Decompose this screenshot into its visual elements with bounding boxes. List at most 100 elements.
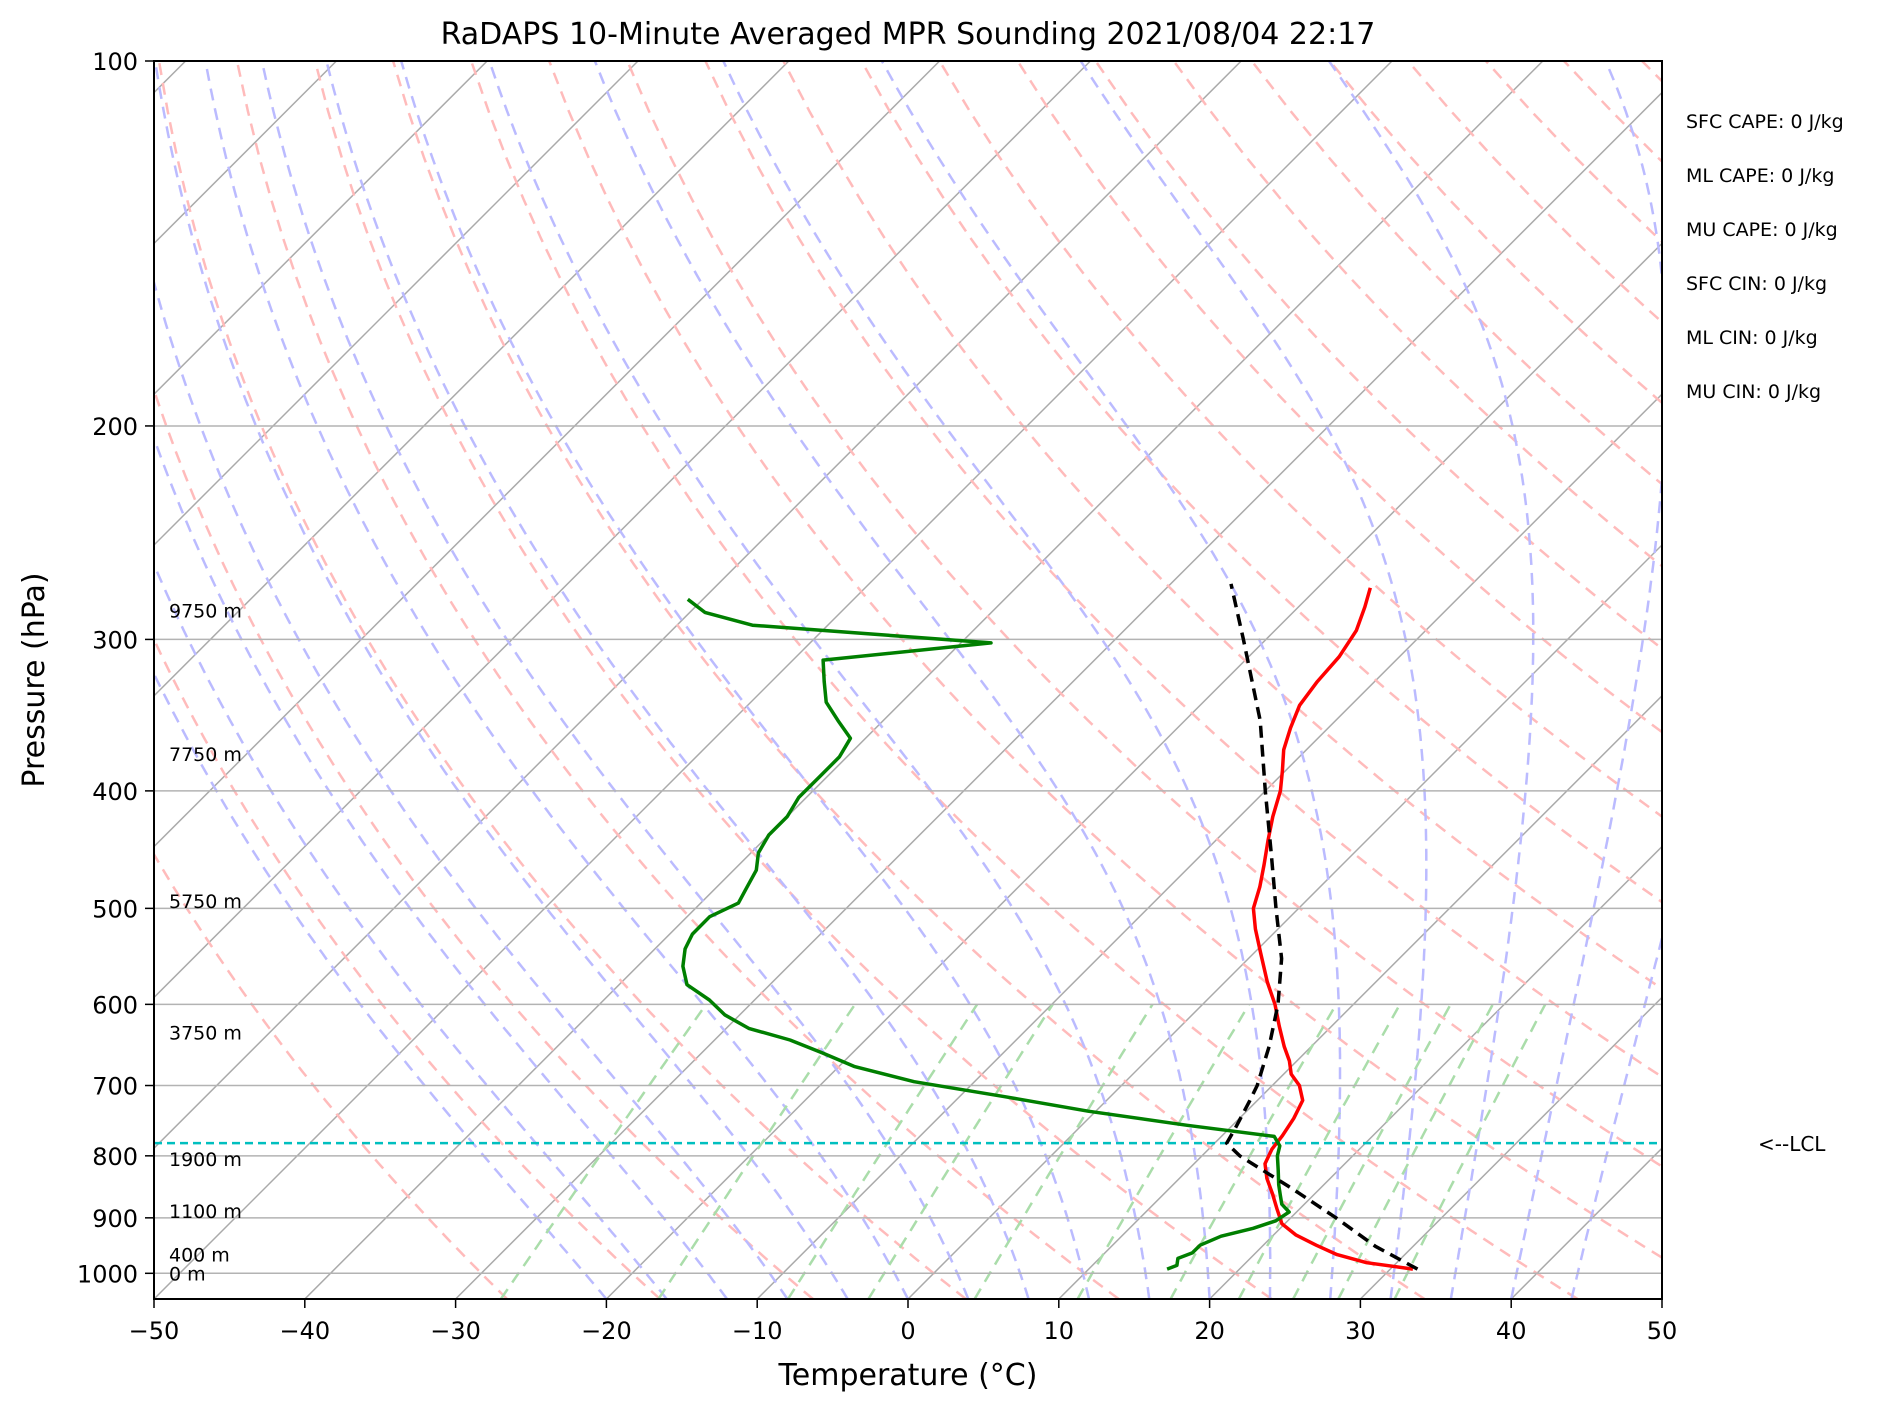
height-label: 7750 m — [169, 744, 242, 766]
dry-adiabat-line — [704, 61, 1662, 1079]
height-label: 9750 m — [169, 601, 242, 623]
isotherm-line — [605, 242, 1662, 1299]
x-tick-label: −20 — [581, 1317, 632, 1345]
dry-adiabat-line — [391, 61, 1426, 1299]
moist-adiabat-line — [880, 61, 1342, 1299]
moist-adiabat-line — [488, 61, 1151, 1299]
mixing-ratio-line — [786, 1003, 979, 1299]
stat-label: SFC CAPE: 0 J/kg — [1686, 111, 1844, 133]
x-tick-label: −30 — [430, 1317, 481, 1345]
mixing-ratio-line — [1169, 1003, 1338, 1299]
height-label: 5750 m — [169, 891, 242, 913]
dry-adiabat-line — [1016, 61, 1662, 734]
dry-adiabat-line — [470, 61, 1579, 1299]
dry-adiabat-line — [1563, 61, 1662, 164]
x-tick-label: 50 — [1647, 1317, 1678, 1345]
moist-adiabat-line — [722, 61, 1272, 1299]
dry-adiabat-line — [313, 61, 1273, 1299]
stat-label: ML CIN: 0 J/kg — [1686, 327, 1818, 349]
chart-title: RaDAPS 10-Minute Averaged MPR Sounding 2… — [441, 17, 1376, 52]
y-tick-label: 1000 — [77, 1260, 138, 1288]
dry-adiabat-line — [626, 61, 1662, 1168]
mixing-ratio-line — [973, 1003, 1154, 1299]
moist-adiabat-line — [325, 61, 1030, 1299]
moist-adiabat-line — [1509, 61, 1662, 1299]
mixing-ratio-line — [867, 1003, 1054, 1299]
y-tick-label: 700 — [92, 1073, 138, 1101]
y-axis-label: Pressure (hPa) — [17, 572, 52, 787]
isotherm-line — [304, 61, 1544, 1299]
dry-adiabat-line — [938, 61, 1662, 819]
moist-adiabat-line — [1079, 61, 1428, 1299]
y-tick-label: 600 — [92, 991, 138, 1019]
y-tick-label: 200 — [92, 413, 138, 441]
x-tick-label: −40 — [279, 1317, 330, 1345]
y-tick-label: 400 — [92, 778, 138, 806]
stat-label: SFC CIN: 0 J/kg — [1686, 273, 1827, 295]
mixing-ratio-line — [1237, 1003, 1401, 1299]
dry-adiabat-line — [1641, 61, 1662, 83]
x-tick-label: 40 — [1496, 1317, 1527, 1345]
height-label: 3750 m — [169, 1023, 242, 1045]
x-tick-label: 30 — [1345, 1317, 1376, 1345]
x-tick-label: 0 — [900, 1317, 915, 1345]
mixing-ratio-line — [657, 1003, 857, 1299]
stat-label: ML CAPE: 0 J/kg — [1686, 165, 1834, 187]
moist-adiabat-line — [400, 61, 1091, 1299]
isotherm-line — [1510, 1147, 1662, 1299]
y-axis: 100 200 300 400 500 600 700 800 900 1000 — [77, 48, 154, 1288]
isotherm-line — [1058, 694, 1662, 1299]
mixing-ratio-line — [1076, 1003, 1251, 1299]
series-layer — [154, 583, 1662, 1271]
dry-adiabat-line — [154, 636, 661, 1299]
height-label: 400 m — [169, 1245, 230, 1267]
dry-adiabat-line — [235, 61, 1120, 1299]
moist-adiabat-line — [260, 61, 970, 1299]
isotherm-line — [154, 61, 790, 697]
moist-adiabat-line — [593, 61, 1211, 1299]
isotherm-line — [154, 61, 639, 547]
stat-label: MU CAPE: 0 J/kg — [1686, 219, 1838, 241]
dry-adiabat-line — [1720, 61, 1882, 1299]
height-label: 1100 m — [169, 1201, 242, 1223]
x-tick-label: 10 — [1044, 1317, 1075, 1345]
isotherm-line — [154, 61, 1091, 999]
dry-adiabat-line — [157, 61, 967, 1299]
mixing-ratio-line — [1292, 1003, 1452, 1299]
isotherm-line — [1359, 996, 1662, 1299]
height-label: 0 m — [169, 1263, 206, 1285]
x-tick-label: −50 — [129, 1317, 180, 1345]
y-tick-label: 100 — [92, 48, 138, 76]
x-axis-label: Temperature (°C) — [778, 1358, 1038, 1393]
mixing-ratio-line — [1393, 1003, 1547, 1299]
dry-adiabat-line — [1250, 61, 1662, 486]
x-tick-label: 20 — [1194, 1317, 1225, 1345]
moist-adiabat-line — [154, 434, 729, 1299]
moist-adiabat-line — [204, 61, 910, 1299]
background-lines — [154, 61, 1882, 1299]
moist-adiabat-line — [1327, 61, 1535, 1299]
dry-adiabat-line — [1406, 61, 1662, 324]
parcel-line — [1224, 583, 1419, 1271]
moist-adiabat-line — [1570, 933, 1662, 1299]
isotherm-line — [455, 91, 1662, 1299]
isotherm-line — [1661, 1297, 1662, 1299]
isotherm-line — [154, 61, 941, 848]
isotherm-line — [907, 543, 1662, 1299]
isotherm-line — [154, 61, 488, 396]
isotherm-line — [1209, 845, 1662, 1299]
mixing-ratio-line — [499, 1003, 708, 1299]
lcl-label: <--LCL — [1758, 1132, 1826, 1156]
y-tick-label: 500 — [92, 895, 138, 923]
x-tick-label: −10 — [732, 1317, 783, 1345]
y-tick-label: 900 — [92, 1205, 138, 1233]
stat-label: MU CIN: 0 J/kg — [1686, 381, 1821, 403]
moist-adiabat-line — [154, 61, 849, 1299]
stats-panel: SFC CAPE: 0 J/kg ML CAPE: 0 J/kg MU CAPE: … — [1686, 111, 1844, 403]
dry-adiabat-line — [860, 61, 1662, 904]
moist-adiabat-line — [154, 277, 789, 1299]
x-axis: −50 −40 −30 −20 −10 0 10 20 30 40 50 — [129, 1299, 1678, 1345]
isotherm-line — [154, 61, 1393, 1299]
